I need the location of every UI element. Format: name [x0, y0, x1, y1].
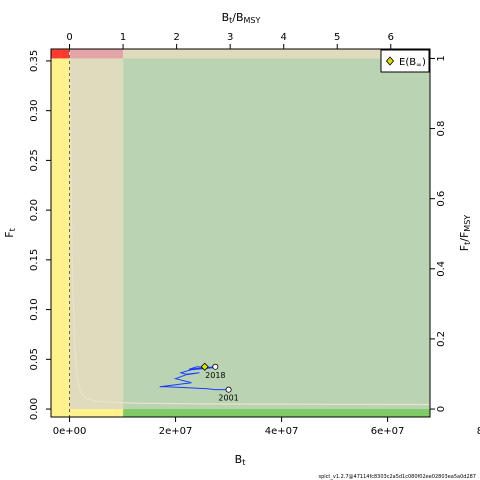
trajectory-points: 2001 2018 [200, 362, 239, 403]
y-right-tick-label: 1 [436, 55, 447, 61]
kobe-background [51, 49, 430, 418]
x-axis-top-label-sub: t [229, 16, 232, 25]
x-bottom-tick-label: 2e+07 [159, 426, 193, 437]
x-top-tick-label: 5 [334, 32, 340, 43]
y-left-tick-label: 0.05 [29, 348, 40, 370]
y-left-tick-label: 0.00 [29, 398, 40, 420]
zone-yellow [51, 58, 70, 418]
y-axis-right-label-main: F [458, 245, 471, 251]
x-bottom-tick-label: 4e+07 [265, 426, 299, 437]
zone-green [123, 58, 430, 410]
x-top-tick-label: 1 [120, 32, 126, 43]
zone-red [51, 49, 70, 59]
start-year-label: 2001 [218, 394, 238, 403]
y-axis-right-label-tail-sub: MSY [463, 215, 472, 232]
x-top-tick-label: 4 [281, 32, 287, 43]
zone-pink [69, 49, 124, 59]
zone-tan-top [123, 49, 430, 59]
y-axis-left-label: Ft [3, 228, 17, 237]
x-axis-top-label: Bt/BMSY [222, 11, 261, 25]
legend: E(B∞) [380, 49, 430, 73]
end-year-label: 2018 [205, 371, 225, 380]
zone-green-dark [123, 409, 430, 417]
y-axis-right-label-tail: /F [458, 232, 471, 242]
zone-yellow-bottom [69, 409, 124, 417]
end-point [212, 363, 219, 370]
y-left-tick-label: 0.30 [29, 100, 40, 122]
y-left-tick-label: 0.35 [29, 50, 40, 72]
confidence-region [51, 48, 431, 406]
y-axis-right-label: Ft/FMSY [458, 215, 472, 251]
legend-label: E(B∞) [399, 57, 426, 69]
legend-label-tail: ) [422, 57, 426, 68]
y-right-tick-label: 0 [436, 406, 447, 412]
e-binf-diamond [200, 362, 209, 371]
ci-boundary-line [51, 48, 431, 406]
x-top-tick-label: 6 [388, 32, 394, 43]
x-bottom-tick-label: 6e+07 [371, 426, 405, 437]
y-left-tick-label: 0.15 [29, 249, 40, 271]
start-point [225, 386, 232, 393]
x-axis-bottom-label-main: B [235, 453, 243, 466]
y-left-tick-label: 0.20 [29, 199, 40, 221]
x-axis-top-label-main: B [222, 11, 230, 24]
y-right-tick-label: 0.6 [436, 191, 447, 207]
plot-frame [50, 48, 431, 418]
y-left-tick-label: 0.10 [29, 298, 40, 320]
x-axis-bottom-label-sub: t [242, 458, 245, 467]
x-axis-bottom-label: Bt [235, 453, 246, 467]
axes: 0e+00 2e+07 4e+07 6e+07 8e+07 0 1 2 3 4 5 6 0.00 0.05… [29, 32, 480, 437]
x-top-tick-label: 0 [66, 32, 72, 43]
y-axis-left-label-sub: t [8, 228, 17, 231]
y-axis-left-label-main: F [3, 231, 16, 237]
x-bottom-tick-label: 0e+00 [53, 426, 87, 437]
legend-box [380, 49, 430, 73]
y-right-tick-label: 0.8 [436, 121, 447, 137]
legend-diamond-icon [385, 56, 395, 66]
footer-version: spict_v1.2.7@47114fc8303c2a5d1c080f02ee0… [319, 474, 477, 480]
zone-tan [69, 58, 124, 410]
y-axis-right-label-sub: t [463, 242, 472, 245]
y-right-tick-label: 0.2 [436, 331, 447, 347]
legend-label-main: E(B [399, 57, 416, 68]
x-top-tick-label: 2 [173, 32, 179, 43]
x-axis-top-label-tail-sub: MSY [244, 16, 261, 25]
x-bottom-tick-label: 8e+07 [477, 426, 480, 437]
legend-label-sub: ∞ [416, 61, 422, 69]
y-right-tick-label: 0.4 [436, 261, 447, 277]
x-top-tick-label: 3 [227, 32, 233, 43]
x-axis-top-label-tail: /B [232, 11, 243, 24]
y-left-tick-label: 0.25 [29, 149, 40, 171]
